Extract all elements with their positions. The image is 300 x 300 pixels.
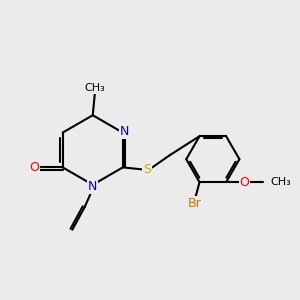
Text: Br: Br — [188, 197, 202, 210]
Text: N: N — [120, 125, 129, 138]
Text: O: O — [29, 161, 39, 174]
Text: S: S — [143, 163, 152, 176]
Text: CH₃: CH₃ — [84, 83, 105, 93]
Text: O: O — [240, 176, 250, 189]
Text: CH₃: CH₃ — [270, 177, 291, 187]
Text: N: N — [88, 180, 98, 193]
